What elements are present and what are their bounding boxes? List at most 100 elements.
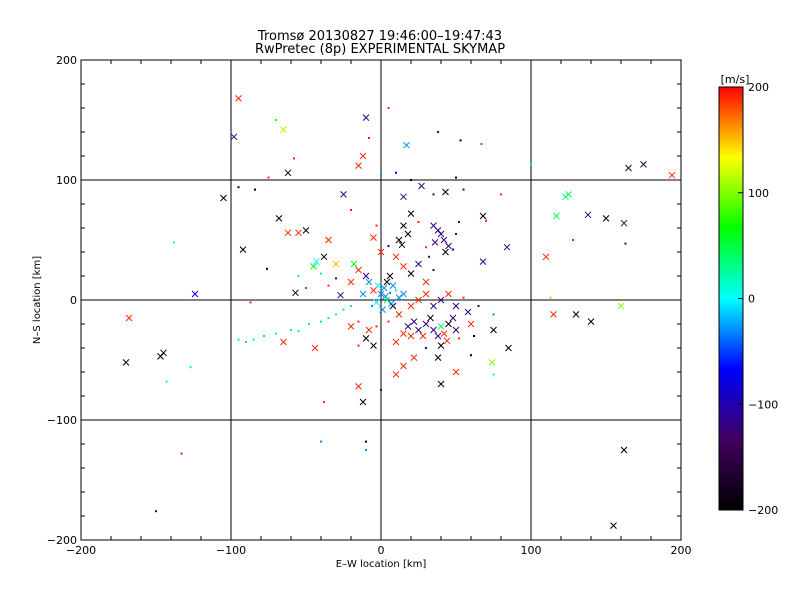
echo-dot-marker <box>492 373 495 376</box>
echo-cross-marker <box>620 446 628 454</box>
x-tick-label: 100 <box>521 544 542 557</box>
echo-dot-marker <box>395 289 397 292</box>
echo-dot-marker <box>189 366 192 369</box>
echo-dot-marker <box>327 284 330 287</box>
echo-cross-marker <box>370 287 377 294</box>
colorbar: [m/s] 200 100 0 −100 −200 <box>718 73 778 517</box>
echo-cross-marker <box>280 338 287 346</box>
echo-dot-marker <box>572 239 574 241</box>
echo-cross-marker <box>407 270 415 277</box>
echo-cross-marker <box>553 212 560 220</box>
echo-dot-marker <box>297 330 300 333</box>
x-axis-label: E–W location [km] <box>336 559 427 570</box>
echo-cross-marker <box>383 278 391 286</box>
echo-dot-marker <box>350 209 352 211</box>
echo-dot-marker <box>395 171 397 174</box>
echo-cross-marker <box>362 335 370 342</box>
echo-cross-marker <box>400 193 407 201</box>
echo-dot-marker <box>417 221 420 223</box>
x-tick-label: −100 <box>216 544 246 557</box>
y-tick-label: −100 <box>47 414 77 427</box>
echo-cross-marker <box>337 291 344 299</box>
echo-cross-marker <box>445 290 452 298</box>
colorbar-ticks: 200 100 0 −100 −200 <box>738 81 778 517</box>
echo-dot-marker <box>237 338 240 341</box>
echo-cross-marker <box>422 278 430 286</box>
echo-dot-marker <box>254 188 256 191</box>
echo-cross-marker <box>584 211 592 219</box>
echo-cross-marker <box>400 222 407 229</box>
echo-dot-marker <box>180 452 183 455</box>
echo-cross-marker <box>389 282 397 289</box>
echo-cross-marker <box>310 263 317 270</box>
echo-dot-marker <box>293 157 295 160</box>
echo-cross-marker <box>362 114 370 121</box>
echo-cross-marker <box>419 332 427 340</box>
echo-dot-marker <box>492 313 495 316</box>
echo-dot-marker <box>389 291 391 294</box>
echo-cross-marker <box>479 212 487 220</box>
echo-cross-marker <box>464 308 472 316</box>
echo-cross-marker <box>418 182 425 190</box>
echo-cross-marker <box>452 326 460 334</box>
echo-cross-marker <box>437 296 445 304</box>
echo-cross-marker <box>377 248 385 256</box>
echo-cross-marker <box>503 243 511 251</box>
echo-dot-marker <box>437 131 439 133</box>
echo-cross-marker <box>434 332 442 340</box>
echo-cross-marker <box>442 248 449 256</box>
x-tick-label: −200 <box>66 544 96 557</box>
echo-cross-marker <box>415 296 422 304</box>
y-tick-label: 200 <box>56 54 77 67</box>
echo-cross-marker <box>443 337 451 345</box>
echo-dot-marker <box>480 143 483 145</box>
echo-cross-marker <box>347 323 355 330</box>
echo-dot-marker <box>335 313 337 316</box>
data-points <box>122 95 676 529</box>
echo-cross-marker <box>505 344 512 352</box>
echo-cross-marker <box>388 300 395 307</box>
echo-cross-marker <box>404 230 412 238</box>
echo-dot-marker <box>323 401 325 403</box>
plot-area: −200 −100 0 100 200 −200 −100 0 100 200 <box>47 54 692 557</box>
echo-dot-marker <box>308 323 310 325</box>
colorbar-label: [m/s] <box>721 73 750 86</box>
echo-cross-marker <box>400 362 407 370</box>
echo-dot-marker <box>327 317 330 319</box>
echo-cross-marker <box>379 306 386 313</box>
echo-cross-marker <box>422 290 430 298</box>
echo-cross-marker <box>295 229 302 237</box>
echo-cross-marker <box>355 162 362 169</box>
x-axis-ticks: −200 −100 0 100 200 <box>66 60 692 557</box>
echo-dot-marker <box>371 305 373 307</box>
echo-cross-marker <box>157 353 164 360</box>
echo-dot-marker <box>549 296 552 299</box>
echo-cross-marker <box>602 215 610 222</box>
echo-dot-marker <box>380 174 382 177</box>
echo-dot-marker <box>320 272 322 275</box>
echo-cross-marker <box>437 230 445 238</box>
y-tick-label: −200 <box>47 534 77 547</box>
echo-cross-marker <box>392 253 400 261</box>
echo-cross-marker <box>239 246 247 253</box>
echo-cross-marker <box>403 141 410 149</box>
echo-cross-marker <box>625 164 632 172</box>
echo-dot-marker <box>320 440 322 443</box>
echo-dot-marker <box>500 193 502 196</box>
echo-dot-marker <box>410 179 412 181</box>
echo-dot-marker <box>249 301 252 304</box>
echo-cross-marker <box>320 253 328 261</box>
echo-cross-marker <box>280 126 287 133</box>
echo-dot-marker <box>530 163 532 166</box>
echo-dot-marker <box>275 332 277 335</box>
echo-dot-marker <box>263 335 265 337</box>
echo-dot-marker <box>428 255 430 258</box>
echo-cross-marker <box>617 302 625 310</box>
y-axis-label: N–S location [km] <box>32 256 43 344</box>
echo-dot-marker <box>477 305 480 307</box>
echo-dot-marker <box>368 137 370 139</box>
echo-cross-marker <box>407 332 415 340</box>
echo-dot-marker <box>267 176 270 179</box>
echo-dot-marker <box>357 344 360 347</box>
echo-cross-marker <box>440 236 448 244</box>
